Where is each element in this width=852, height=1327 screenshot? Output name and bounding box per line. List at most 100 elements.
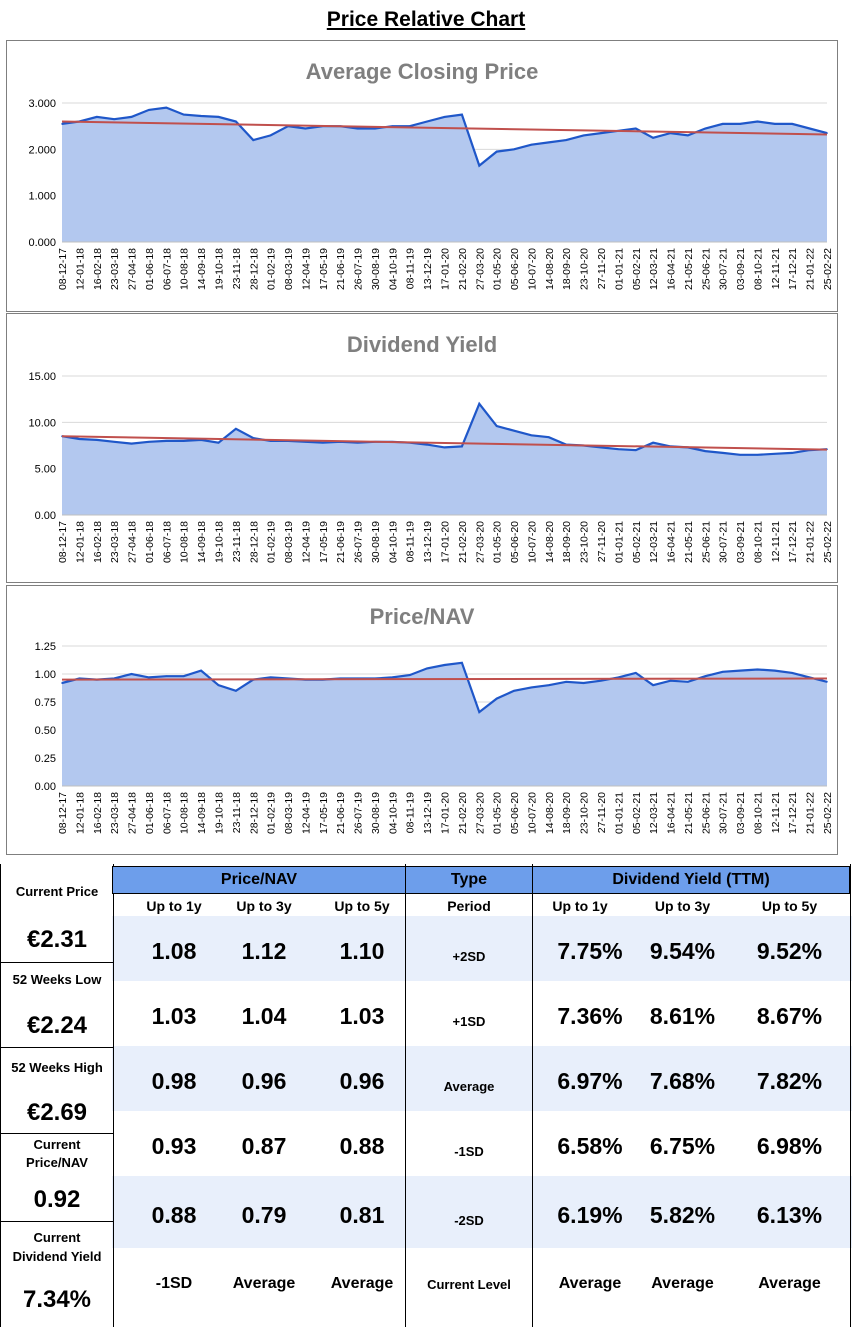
- price-nav-chart: Price/NAV 0.00 0.25 0.50 0.75 1.00 1.25 08-12-1…: [35, 604, 834, 834]
- x-tick-label: 17-01-20: [440, 248, 452, 290]
- x-tick-label: 23-11-18: [231, 521, 243, 562]
- x-tick-label: 13-12-19: [422, 792, 434, 834]
- x-tick-label: 21-02-20: [457, 248, 469, 290]
- x-tick-label: 08-03-19: [283, 521, 295, 563]
- data-point: [148, 441, 150, 443]
- current-dy-label-2: Dividend Yield: [12, 1249, 102, 1264]
- table-cell: 7.68%: [649, 1068, 716, 1094]
- x-tick-label: 30-08-19: [370, 792, 382, 834]
- x-tick-label: 03-09-21: [735, 521, 747, 563]
- data-point: [739, 123, 741, 125]
- x-tick-label: 01-06-18: [144, 792, 156, 834]
- data-point: [495, 697, 498, 700]
- data-point: [443, 116, 446, 118]
- table-cell: 1.12: [241, 938, 287, 964]
- data-point: [687, 134, 689, 137]
- area-fill: [62, 662, 827, 786]
- period-type-cell: -2SD: [454, 1213, 484, 1228]
- chart-panel-price-nav: Price/NAV 0.00 0.25 0.50 0.75 1.00 1.25 08-12-1…: [6, 585, 838, 855]
- y-tick-label: 10.00: [28, 417, 56, 429]
- x-tick-label: 01-02-19: [266, 792, 278, 834]
- data-point: [165, 440, 168, 442]
- data-point: [165, 675, 168, 677]
- table-cell: 6.98%: [756, 1133, 823, 1159]
- x-tick-label: 23-10-20: [579, 248, 591, 290]
- x-tick-label: 27-03-20: [474, 521, 486, 563]
- x-tick-label: 27-11-20: [596, 248, 608, 289]
- chart-title: Average Closing Price: [306, 59, 539, 84]
- data-point: [356, 127, 359, 130]
- x-tick-label: 16-02-18: [92, 248, 104, 290]
- data-point: [165, 106, 168, 109]
- table-cell: 1.08: [151, 938, 197, 964]
- data-point: [391, 676, 394, 679]
- y-tick-label: 15.00: [28, 371, 56, 383]
- x-tick-label: 05-02-21: [631, 792, 643, 834]
- chart-panel-dividend-yield: Dividend Yield 0.00 5.00 10.00 15.00 08-12-17…: [6, 313, 838, 583]
- x-tick-label: 25-02-22: [822, 792, 834, 834]
- data-point: [374, 127, 376, 130]
- data-point: [721, 671, 724, 673]
- x-tick-label: 16-02-18: [92, 521, 104, 563]
- data-point: [235, 120, 237, 123]
- x-tick-label: 27-03-20: [474, 792, 486, 834]
- x-tick-label: 17-12-21: [787, 248, 799, 290]
- x-tick-label: 16-02-18: [92, 792, 104, 834]
- x-tick-label: 08-11-19: [405, 248, 417, 289]
- x-tick-label: 12-01-18: [74, 248, 86, 290]
- data-point: [652, 441, 654, 444]
- y-tick-label: 3.000: [28, 98, 56, 110]
- data-point: [130, 442, 133, 445]
- divider: [1, 1047, 113, 1048]
- current-price-value: €2.31: [26, 926, 88, 953]
- data-point: [461, 662, 463, 664]
- data-point: [200, 115, 202, 117]
- data-point: [461, 445, 463, 448]
- data-point: [426, 120, 428, 123]
- x-tick-label: 18-09-20: [561, 792, 573, 834]
- y-tick-label: 5.00: [35, 464, 56, 476]
- current-pnav-label-2: Price/NAV: [26, 1155, 88, 1170]
- data-point: [704, 127, 707, 130]
- high-52w-value: €2.69: [26, 1099, 88, 1126]
- data-point: [304, 127, 307, 130]
- data-point: [808, 127, 811, 130]
- data-point: [721, 123, 724, 125]
- data-point: [478, 403, 481, 405]
- x-tick-label: 30-07-21: [718, 248, 730, 290]
- x-tick-label: 12-11-21: [770, 248, 782, 289]
- footer-cell: Average: [558, 1275, 622, 1292]
- data-point: [635, 672, 637, 674]
- x-tick-label: 28-12-18: [248, 248, 260, 290]
- x-tick-label: 17-01-20: [440, 792, 452, 834]
- key-figures-column: Current Price €2.31 52 Weeks Low €2.24 5…: [0, 864, 114, 1327]
- x-tick-label: 17-12-21: [787, 521, 799, 563]
- x-tick-label: 14-08-20: [544, 792, 556, 834]
- data-point: [652, 684, 654, 686]
- x-tick-label: 21-01-22: [805, 521, 817, 563]
- x-tick-label: 21-06-19: [335, 792, 347, 834]
- period-type-cell: +1SD: [452, 1014, 486, 1029]
- x-tick-label: 01-05-20: [492, 248, 504, 290]
- table-cell: 0.88: [339, 1133, 385, 1159]
- data-point: [252, 139, 255, 141]
- data-point: [530, 143, 533, 146]
- x-tick-label: 10-07-20: [526, 521, 538, 563]
- table-band: [112, 1176, 852, 1248]
- current-dy-value: 7.34%: [22, 1286, 92, 1313]
- x-tick-label: 21-05-21: [683, 521, 695, 563]
- data-point: [582, 134, 585, 137]
- data-point: [791, 672, 793, 674]
- x-tick-label: 27-03-20: [474, 248, 486, 290]
- table-cell: 7.82%: [756, 1068, 823, 1094]
- x-tick-label: 12-03-21: [648, 248, 660, 290]
- x-tick-label: 26-07-19: [353, 792, 365, 834]
- data-point: [408, 674, 411, 676]
- chart-panel-price: Average Closing Price 0.000 1.000 2.000 3.00…: [6, 40, 838, 312]
- x-tick-label: 04-10-19: [387, 248, 399, 290]
- y-tick-label: 1.00: [35, 669, 56, 681]
- data-point: [565, 681, 567, 683]
- x-tick-label: 01-02-19: [266, 521, 278, 563]
- pnav-header: Price/NAV: [112, 866, 406, 894]
- x-tick-label: 14-09-18: [196, 248, 208, 290]
